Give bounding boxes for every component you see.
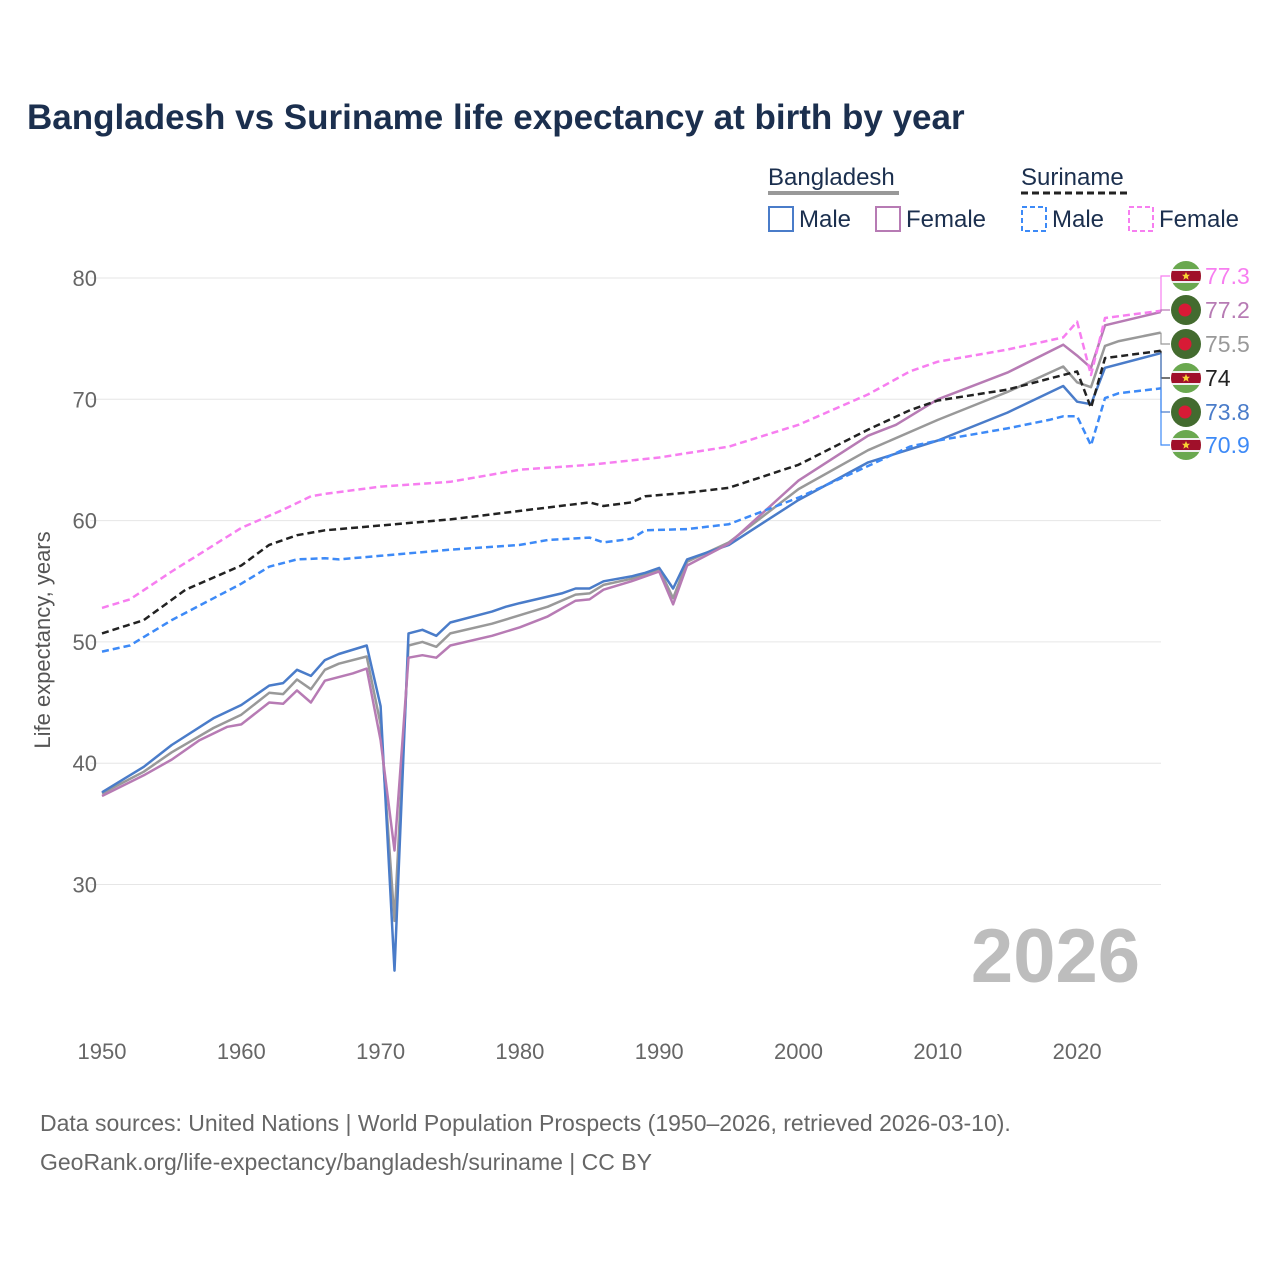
label-connector: [1160, 350, 1170, 379]
series-lines: [101, 309, 1162, 972]
x-tick-label: 1950: [78, 1039, 127, 1064]
y-tick-label: 30: [73, 873, 97, 898]
legend: Bangladesh Male Female Suriname Male Fem…: [768, 164, 1239, 233]
label-connector: [1160, 353, 1170, 413]
x-tick-label: 2010: [913, 1039, 962, 1064]
end-value-label: 75.5: [1205, 331, 1250, 357]
legend-bangladesh-female[interactable]: Female: [906, 206, 986, 233]
end-value-label: 77.3: [1205, 263, 1250, 289]
legend-bangladesh-male[interactable]: Male: [799, 206, 851, 233]
end-label-suriname-male: 70.9: [1160, 388, 1250, 460]
label-connector: [1160, 388, 1170, 446]
x-tick-label: 2000: [774, 1039, 823, 1064]
bangladesh-flag-icon: [1171, 397, 1201, 427]
label-connector: [1160, 309, 1170, 312]
series-line-suriname-female: [101, 309, 1161, 610]
y-tick-label: 80: [73, 266, 97, 291]
label-connector: [1160, 332, 1170, 345]
series-line-suriname-male: [101, 387, 1161, 653]
y-axis-label: Life expectancy, years: [30, 531, 55, 748]
gridlines: [90, 277, 1161, 885]
end-label-bangladesh: 75.5: [1160, 329, 1250, 359]
end-value-label: 73.8: [1205, 399, 1250, 425]
bangladesh-flag-icon: [1171, 295, 1201, 325]
legend-group-suriname[interactable]: Suriname: [1021, 164, 1124, 191]
series-line-bangladesh: [101, 331, 1161, 923]
series-line-bangladesh-male: [101, 351, 1162, 972]
legend-swatch-suriname-female: [1128, 206, 1154, 232]
legend-group-bangladesh[interactable]: Bangladesh: [768, 164, 895, 191]
x-tick-label: 1970: [356, 1039, 405, 1064]
end-value-label: 77.2: [1205, 297, 1250, 323]
series-line-bangladesh-female: [101, 310, 1161, 852]
x-tick-label: 1980: [495, 1039, 544, 1064]
label-connector: [1160, 275, 1170, 311]
footer-sources: Data sources: United Nations | World Pop…: [40, 1110, 1011, 1136]
end-label-suriname-female: 77.3: [1160, 261, 1250, 311]
end-value-label: 74: [1205, 365, 1231, 391]
end-label-suriname: 74: [1160, 350, 1231, 393]
x-tick-label: 1990: [635, 1039, 684, 1064]
legend-swatch-suriname-male: [1021, 206, 1047, 232]
legend-swatch-bangladesh-female: [875, 206, 901, 232]
end-value-label: 70.9: [1205, 432, 1250, 458]
year-watermark: 2026: [971, 914, 1140, 999]
suriname-flag-icon: [1171, 363, 1201, 393]
y-axis-ticks: 30 40 50 60 70 80: [73, 266, 97, 898]
legend-suriname-male[interactable]: Male: [1052, 206, 1104, 233]
x-tick-label: 2020: [1053, 1039, 1102, 1064]
y-tick-label: 60: [73, 509, 97, 534]
chart-title: Bangladesh vs Suriname life expectancy a…: [27, 98, 965, 137]
suriname-flag-icon: [1171, 261, 1201, 291]
y-tick-label: 70: [73, 387, 97, 412]
x-tick-label: 1960: [217, 1039, 266, 1064]
legend-suriname-female[interactable]: Female: [1159, 206, 1239, 233]
series-line-suriname: [101, 349, 1161, 635]
end-label-bangladesh-female: 77.2: [1160, 295, 1250, 325]
bangladesh-flag-icon: [1171, 329, 1201, 359]
legend-swatch-bangladesh-male: [768, 206, 794, 232]
footer-link[interactable]: GeoRank.org/life-expectancy/bangladesh/s…: [40, 1149, 652, 1175]
end-labels: 77.3 77.2 75.5 74 73.8 70.9: [1160, 261, 1250, 460]
suriname-flag-icon: [1171, 430, 1201, 460]
y-tick-label: 40: [73, 751, 97, 776]
x-axis-ticks: 1950 1960 1970 1980 1990 2000 2010 2020: [78, 1039, 1102, 1064]
end-label-bangladesh-male: 73.8: [1160, 353, 1250, 427]
y-tick-label: 50: [73, 630, 97, 655]
